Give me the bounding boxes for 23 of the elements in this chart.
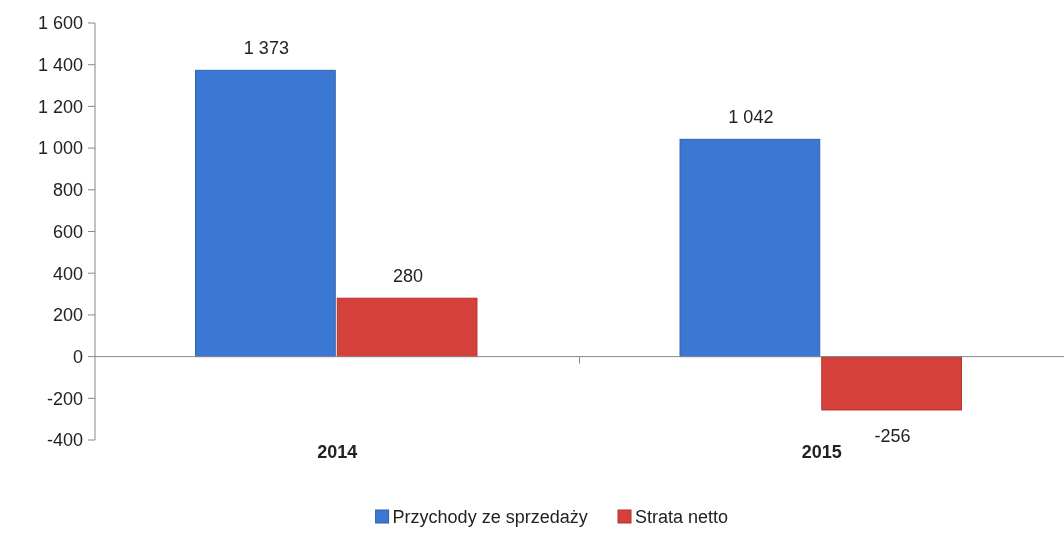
data-label: 1 373 [243, 38, 289, 59]
bar [195, 69, 336, 358]
bar [336, 297, 478, 358]
bar [679, 138, 821, 358]
bar [821, 356, 962, 411]
y-tick-label: 1 000 [37, 138, 83, 159]
x-tick-label: 2014 [317, 442, 358, 462]
y-tick-label: 1 200 [37, 96, 83, 117]
y-tick-label: 400 [52, 263, 83, 284]
data-label: 280 [393, 266, 424, 287]
y-tick-label: 800 [52, 180, 83, 201]
legend-label: Strata netto [635, 507, 729, 527]
y-tick-label: -200 [46, 388, 83, 409]
data-label: 1 042 [728, 107, 774, 128]
y-tick-label: 600 [52, 221, 83, 242]
y-tick-label: 0 [72, 346, 83, 367]
y-tick-label: 200 [52, 305, 83, 326]
data-label: -256 [874, 425, 911, 446]
y-tick-label: -400 [46, 430, 83, 451]
x-tick-label: 2015 [801, 442, 842, 462]
y-tick-label: 1 400 [37, 55, 83, 75]
legend-label: Przychody ze sprzedaży [392, 507, 588, 527]
y-tick-label: 1 600 [37, 13, 83, 34]
